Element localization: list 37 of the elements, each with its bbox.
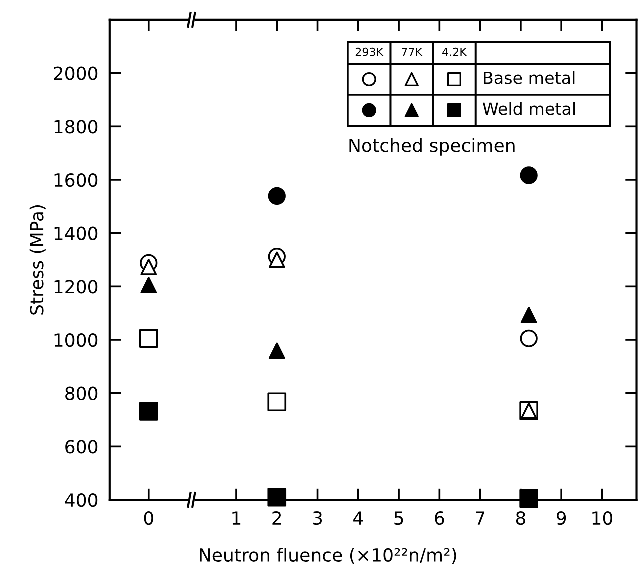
x-tick-label: 6 xyxy=(435,511,444,526)
x-tick-label: 5 xyxy=(394,512,404,526)
y-axis-title: Stress (MPa) xyxy=(30,206,46,315)
y-tick-label: 1600 xyxy=(54,173,98,188)
y-tick-label: 1800 xyxy=(54,120,98,134)
annotation: 77K xyxy=(402,48,423,56)
point xyxy=(520,166,538,184)
point xyxy=(268,252,286,268)
annotation: 4.2K xyxy=(442,48,468,56)
y-tick-label: 1400 xyxy=(54,226,98,240)
annotation: Weld metal xyxy=(483,102,576,116)
y-tick-label: 800 xyxy=(66,386,98,400)
x-tick-label: 8 xyxy=(516,511,526,526)
point xyxy=(268,392,287,412)
point xyxy=(268,342,286,360)
y-tick-label: 2000 xyxy=(54,66,98,80)
x-tick-label: 0 xyxy=(144,511,154,526)
x-tick-label: 7 xyxy=(476,512,485,525)
x-tick-label: 9 xyxy=(556,511,566,526)
point xyxy=(520,307,538,324)
x-tick-label: 4 xyxy=(354,512,364,525)
y-tick-label: 1200 xyxy=(54,280,98,294)
annotation: Notched specimen xyxy=(350,138,515,156)
point xyxy=(520,489,538,508)
x-tick-label: 10 xyxy=(592,511,613,526)
x-axis-title: Neutron fluence (×10²²n/m²) xyxy=(200,548,456,564)
y-tick-label: 400 xyxy=(65,493,98,508)
point xyxy=(520,330,538,348)
y-tick-label: 1000 xyxy=(54,333,98,348)
x-tick-label: 1 xyxy=(232,512,241,525)
x-tick-label: 3 xyxy=(313,511,322,526)
y-tick-label: 600 xyxy=(66,440,98,454)
x-tick-label: 2 xyxy=(272,511,282,525)
point xyxy=(268,488,287,507)
annotation: 293K xyxy=(356,48,384,56)
annotation: Base metal xyxy=(484,71,575,84)
point xyxy=(268,187,286,206)
